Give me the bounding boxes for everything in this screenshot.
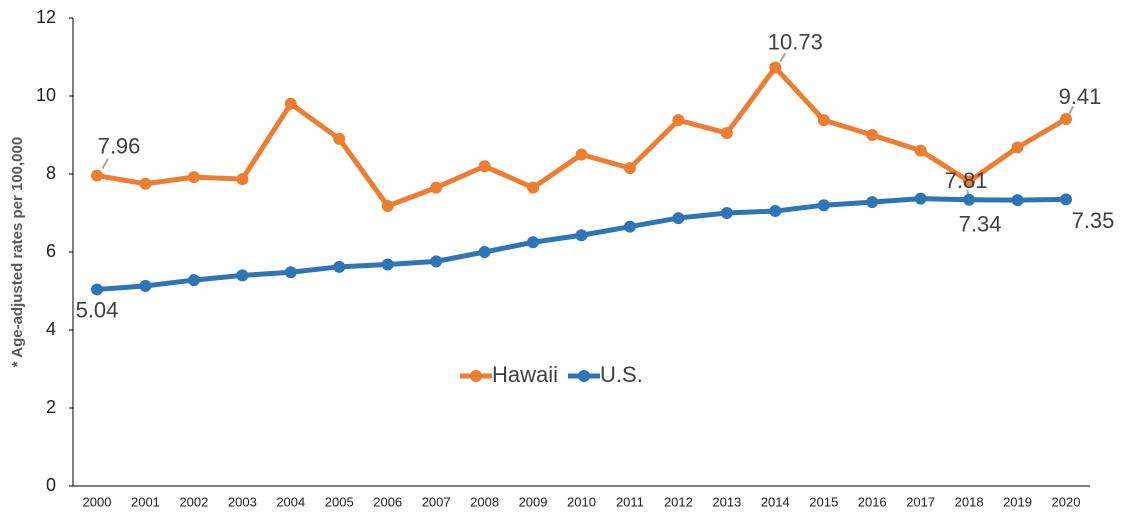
point xyxy=(1011,194,1024,207)
x-tick-label: 2019 xyxy=(1003,494,1032,509)
y-tick-label: 2 xyxy=(46,397,56,417)
y-tick-label: 10 xyxy=(36,85,56,105)
x-tick-label: 2009 xyxy=(519,494,548,509)
point xyxy=(187,274,200,287)
x-tick-label: 2010 xyxy=(567,494,596,509)
point xyxy=(817,114,830,127)
x-tick-label: 2004 xyxy=(276,494,305,509)
point xyxy=(139,177,152,190)
point xyxy=(720,207,733,219)
point xyxy=(284,266,297,279)
y-tick-label: 12 xyxy=(36,7,56,27)
point xyxy=(139,279,152,292)
x-tick-label: 2017 xyxy=(906,494,935,509)
leader-line xyxy=(101,158,109,170)
x-tick-label: 2006 xyxy=(373,494,402,509)
point xyxy=(478,160,491,173)
point xyxy=(963,193,976,206)
point xyxy=(672,212,685,225)
point xyxy=(914,144,927,157)
point xyxy=(430,181,443,194)
point xyxy=(1011,141,1024,154)
point xyxy=(430,255,443,268)
point xyxy=(478,246,491,258)
point xyxy=(91,283,103,296)
point xyxy=(623,162,636,175)
point xyxy=(769,205,782,218)
x-tick-label: 2015 xyxy=(809,494,838,509)
x-tick-label: 2011 xyxy=(616,494,644,509)
data-label: 7.35 xyxy=(1072,208,1115,233)
point xyxy=(720,127,733,140)
data-label: 7.96 xyxy=(98,133,141,158)
point xyxy=(672,114,685,127)
y-tick-label: 6 xyxy=(46,241,56,261)
data-label: 10.73 xyxy=(768,29,823,54)
point xyxy=(866,129,879,141)
y-tick-label: 8 xyxy=(46,163,56,183)
x-tick-label: 2001 xyxy=(131,494,160,509)
leader-line xyxy=(1068,105,1074,115)
point xyxy=(866,196,879,209)
point xyxy=(575,229,588,242)
leader-line xyxy=(779,52,787,63)
legend-marker xyxy=(578,370,591,382)
x-tick-label: 2020 xyxy=(1052,494,1081,509)
point xyxy=(963,175,976,188)
point xyxy=(236,173,249,186)
point xyxy=(769,61,782,74)
point xyxy=(333,132,346,145)
point xyxy=(381,199,394,212)
x-tick-label: 2013 xyxy=(712,494,741,509)
point xyxy=(527,181,540,194)
data-label: 9.41 xyxy=(1059,84,1102,109)
x-tick-label: 2016 xyxy=(858,494,887,509)
x-tick-label: 2012 xyxy=(664,494,693,509)
point xyxy=(623,220,636,233)
x-tick-label: 2003 xyxy=(228,494,257,509)
point xyxy=(1060,113,1072,126)
x-tick-label: 2014 xyxy=(761,494,790,509)
point xyxy=(187,171,200,184)
y-axis-label: * Age-adjusted rates per 100,000 xyxy=(9,137,26,367)
point xyxy=(914,192,927,205)
point xyxy=(575,148,588,161)
legend-label: U.S. xyxy=(600,362,643,387)
point xyxy=(333,260,346,273)
legend-label: Hawaii xyxy=(492,362,558,387)
y-tick-label: 4 xyxy=(46,319,56,339)
x-tick-label: 2002 xyxy=(179,494,208,509)
point xyxy=(236,269,249,282)
x-tick-label: 2005 xyxy=(325,494,354,509)
data-label: 5.04 xyxy=(76,297,119,322)
series-line xyxy=(96,65,1068,209)
point xyxy=(527,236,540,249)
data-label: 7.34 xyxy=(959,212,1002,237)
x-tick-label: 2000 xyxy=(83,494,112,509)
x-tick-label: 2008 xyxy=(470,494,499,509)
data-label: 7.81 xyxy=(945,168,988,193)
point xyxy=(817,199,830,212)
point xyxy=(284,97,297,110)
point xyxy=(381,258,394,271)
point xyxy=(1060,193,1072,206)
y-tick-label: 0 xyxy=(46,475,56,495)
x-tick-label: 2018 xyxy=(955,494,984,509)
legend-marker xyxy=(470,370,482,382)
point xyxy=(91,169,103,182)
x-tick-label: 2007 xyxy=(422,494,451,509)
